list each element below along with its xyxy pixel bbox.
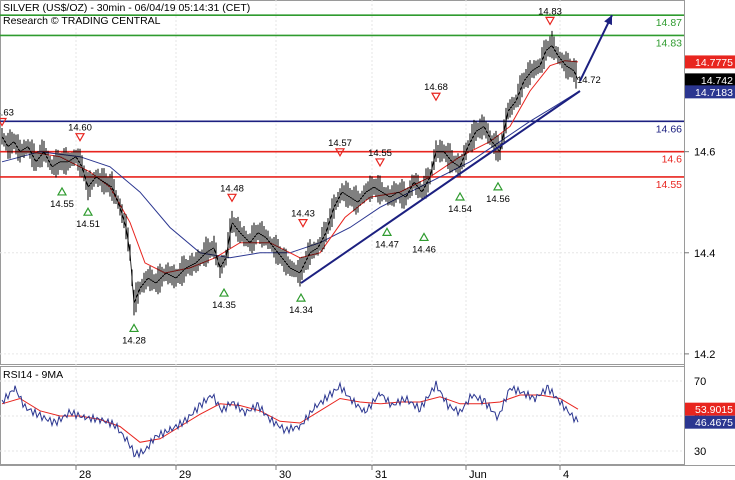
price-badge-label: 14.7183 [695,87,733,99]
rsi-badge [685,415,735,429]
marker-label: 14.35 [212,300,236,311]
marker-label: 14.68 [424,82,448,93]
level-label: 14.55 [656,179,682,191]
marker-label: 14.55 [368,148,392,159]
up-triangle-icon [128,323,140,333]
y-tick-label: 14.2 [694,349,715,361]
rsi-label: RSI14 - 9MA [3,369,63,381]
up-triangle-icon [381,227,393,236]
rsi-tick-label: 70 [694,376,706,388]
down-triangle-icon [544,16,556,26]
marker-label: 14.63 [0,108,14,119]
rsi-series [1,380,579,459]
marker-label: 14.28 [122,335,146,346]
chart-title: SILVER (US$/OZ) - 30min - 06/04/19 05:14… [3,2,250,14]
down-triangle-icon [297,219,309,228]
marker-label: 14.57 [328,138,352,149]
up-triangle-icon [454,191,466,201]
projection-arrow-head [604,15,612,26]
level-label: 14.66 [656,123,682,135]
up-triangle-icon [82,206,94,216]
x-tick-label: 31 [375,469,387,480]
x-tick-label: 28 [79,469,91,480]
price-badge [685,55,735,69]
rsi-badge-label: 53.9015 [695,404,733,416]
down-triangle-icon [430,92,442,102]
up-triangle-icon [218,287,230,297]
projection-arrow-shaft [579,14,613,82]
price-badge-label: 14.7775 [695,57,733,69]
down-triangle-icon [226,193,238,203]
level-label: 14.6 [662,154,683,166]
down-triangle-icon [334,148,346,158]
level-label: 14.83 [656,37,682,49]
price-line [1,44,579,304]
chart-source: Research © TRADING CENTRAL [3,15,161,27]
ma-fast-line [2,60,579,274]
marker-label: 14.56 [486,194,510,205]
price-series [1,14,613,316]
marker-label: 14.47 [375,239,399,250]
down-triangle-icon [374,158,386,168]
price-badge [685,73,735,87]
up-triangle-icon [295,292,307,302]
marker-label: 14.43 [291,209,315,220]
marker-label: 14.46 [412,244,436,255]
grid [0,0,684,465]
marker-label: 14.34 [289,305,313,316]
y-tick-label: 14.6 [694,147,715,159]
down-triangle-icon [0,117,8,127]
trendline [300,90,581,284]
rsi-badge-label: 46.4675 [695,417,733,429]
x-tick-label: 4 [563,469,569,480]
price-panel-frame [0,0,685,365]
axes: 28293031Jun414.214.414.630507014.777514.… [75,55,735,480]
marker-label: 14.54 [448,204,472,215]
y-tick-label: 14.4 [694,248,715,260]
marker-label: 14.51 [76,219,100,230]
rsi-line [1,380,579,459]
rsi-ma-line [1,394,579,443]
rsi-tick-label: 30 [694,446,706,458]
x-tick-label: 29 [179,469,191,480]
price-markers: 14.6314.6014.5514.5114.2814.4814.3514.43… [0,6,601,346]
marker-label: 14.55 [50,199,74,210]
marker-label: 14.60 [68,123,92,134]
x-tick-label: Jun [469,469,487,480]
price-badge [685,85,735,99]
level-label: 14.87 [656,17,682,29]
down-triangle-icon [74,133,86,142]
rsi-badge [685,402,735,416]
marker-label: 14.83 [538,6,562,17]
price-badge-label: 14.742 [701,75,733,87]
marker-label: 14.72 [577,75,601,86]
up-triangle-icon [56,186,68,196]
x-tick-label: 30 [279,469,291,480]
up-triangle-icon [418,232,430,242]
up-triangle-icon [492,181,504,191]
marker-label: 14.48 [220,183,244,194]
